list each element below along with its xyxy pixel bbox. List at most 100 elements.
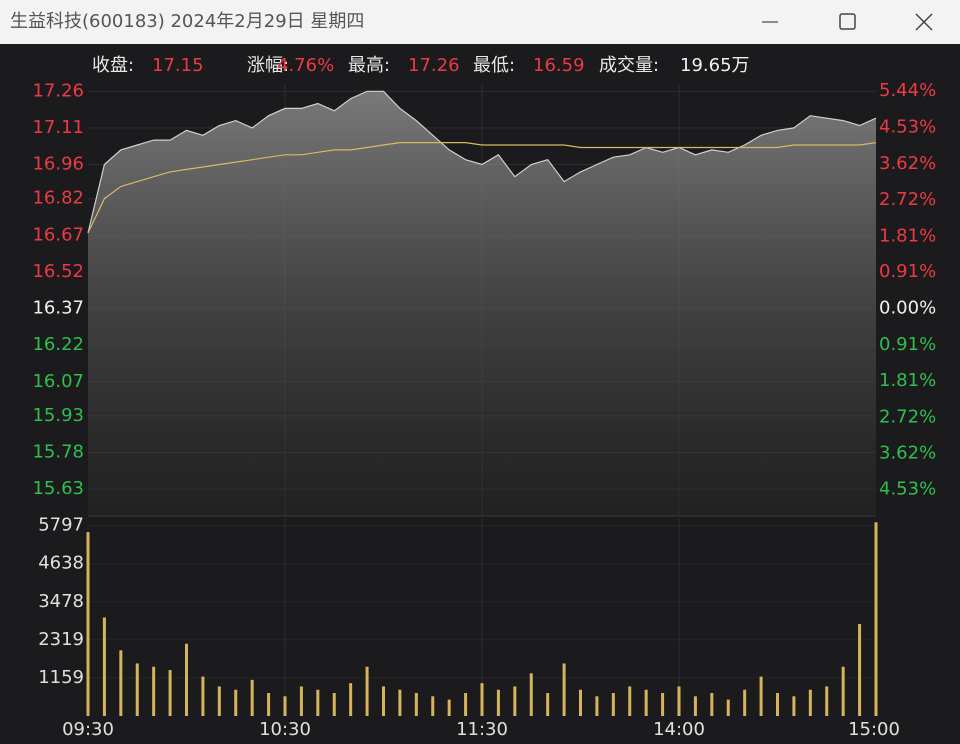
close-button[interactable] — [915, 13, 933, 31]
y-tick-label: 3478 — [38, 591, 84, 612]
volume-bar — [102, 617, 106, 716]
volume-bar — [464, 693, 468, 716]
volume-bar — [496, 689, 500, 716]
y2-tick-label: 4.53% — [879, 479, 936, 500]
volume-bar — [135, 663, 139, 716]
y-tick-label: 16.22 — [32, 334, 84, 355]
volume-bar — [611, 693, 615, 716]
volume-bar — [119, 650, 123, 716]
volume-bar — [595, 696, 599, 716]
volume-bar — [431, 696, 435, 716]
volume-bar — [316, 689, 320, 716]
y2-tick-label: 2.72% — [879, 406, 936, 427]
y2-tick-label: 0.91% — [879, 334, 936, 355]
volume-bar — [710, 693, 714, 716]
volume-bar — [480, 683, 484, 716]
volume-bar — [382, 686, 385, 716]
y2-tick-label: 1.81% — [879, 225, 936, 246]
volume-bar — [874, 522, 878, 716]
volume-bar — [513, 686, 517, 716]
y2-tick-label: 0.91% — [879, 261, 936, 282]
y-tick-label: 1159 — [38, 667, 84, 688]
volume-bar — [562, 663, 566, 716]
maximize-button[interactable] — [839, 13, 856, 30]
volume-bar — [825, 686, 829, 716]
y2-tick-label: 3.62% — [879, 153, 936, 174]
volume-bar — [726, 699, 730, 716]
y2-tick-label: 5.44% — [879, 80, 936, 101]
average-line — [87, 142, 877, 234]
volume-bar — [661, 693, 665, 716]
volume-bar — [644, 689, 648, 716]
y-tick-label: 16.52 — [32, 261, 84, 282]
volume-bar — [152, 666, 156, 716]
x-tick-label: 09:30 — [62, 719, 114, 740]
volume-bar — [743, 689, 747, 716]
info-label: 收盘: — [92, 55, 134, 76]
title-bar — [0, 0, 960, 44]
info-label: 成交量: — [599, 55, 659, 76]
y2-tick-label: 3.62% — [879, 442, 936, 463]
y2-tick-label: 2.72% — [879, 189, 936, 210]
volume-bar — [759, 676, 763, 716]
volume-bar — [677, 686, 681, 716]
volume-bar — [250, 679, 254, 716]
volume-bar — [628, 686, 632, 716]
info-value: 4.76% — [277, 55, 334, 76]
info-label: 最高: — [348, 55, 390, 76]
y-tick-label: 2319 — [38, 629, 84, 650]
y2-tick-label: 0.00% — [879, 298, 936, 319]
volume-bar — [792, 696, 796, 716]
volume-bar — [529, 673, 533, 716]
info-value: 17.15 — [152, 55, 204, 76]
volume-bar — [168, 670, 172, 716]
y-tick-label: 17.26 — [32, 80, 84, 101]
volume-bar — [234, 689, 238, 716]
volume-bar — [693, 696, 697, 716]
volume-bar — [365, 666, 369, 716]
x-tick-label: 15:00 — [848, 719, 900, 740]
y-tick-label: 16.82 — [32, 188, 84, 209]
price-line — [87, 90, 877, 234]
info-value: 17.26 — [408, 55, 460, 76]
y-tick-label: 5797 — [38, 515, 84, 536]
info-value: 19.65万 — [680, 55, 750, 76]
y-tick-label: 15.63 — [32, 478, 84, 499]
x-tick-label: 10:30 — [259, 719, 311, 740]
volume-bar — [217, 686, 221, 716]
y2-tick-label: 4.53% — [879, 117, 936, 138]
info-label: 最低: — [473, 55, 515, 76]
x-tick-label: 11:30 — [456, 719, 508, 740]
volume-bar — [299, 686, 303, 716]
y-tick-label: 16.07 — [32, 371, 84, 392]
y-tick-label: 16.96 — [32, 154, 84, 175]
y-tick-label: 15.93 — [32, 405, 84, 426]
volume-bar — [185, 643, 188, 716]
info-value: 16.59 — [533, 55, 585, 76]
y2-tick-label: 1.81% — [879, 370, 936, 391]
volume-bar — [349, 683, 353, 716]
y-tick-label: 17.11 — [32, 117, 84, 138]
volume-bar — [332, 693, 336, 716]
volume-bar — [283, 696, 287, 716]
volume-bar — [808, 689, 812, 716]
volume-bar — [858, 624, 862, 716]
volume-bar — [414, 693, 418, 716]
volume-bar — [579, 689, 582, 716]
volume-bar — [447, 699, 451, 716]
area-fill — [88, 91, 876, 517]
volume-bar — [398, 689, 402, 716]
volume-bar — [267, 693, 271, 716]
volume-bar — [201, 676, 205, 716]
volume-bar — [546, 693, 550, 716]
volume-bar — [841, 666, 845, 716]
y-tick-label: 16.67 — [32, 224, 84, 245]
y-tick-label: 4638 — [38, 553, 84, 574]
x-tick-label: 14:00 — [653, 719, 705, 740]
y-tick-label: 16.37 — [32, 298, 84, 319]
volume-bar — [776, 693, 779, 716]
y-tick-label: 15.78 — [32, 442, 84, 463]
info-label: 涨幅: — [247, 55, 289, 76]
